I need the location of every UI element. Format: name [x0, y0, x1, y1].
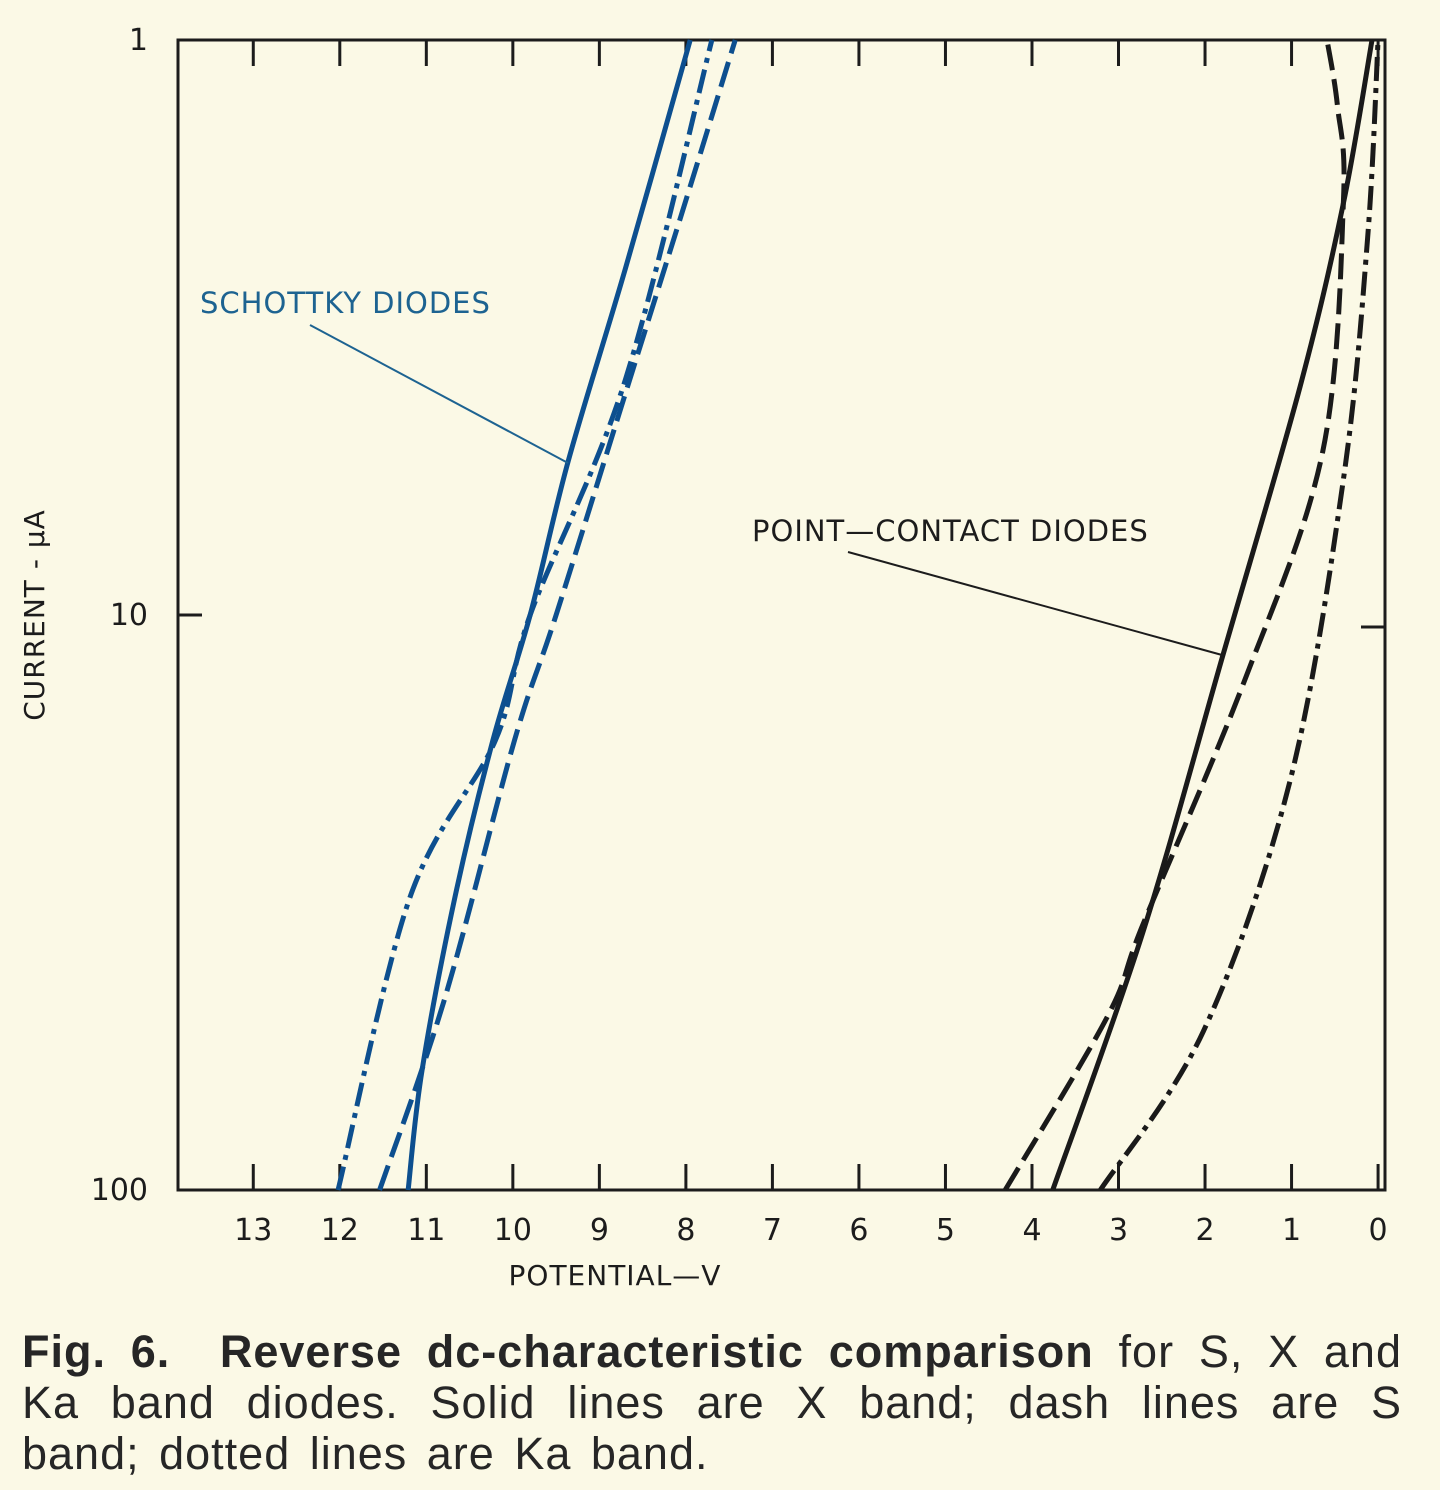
figure-caption: Fig. 6. Reverse dc-characteristic compar…: [22, 1326, 1402, 1479]
x-tick-label: 9: [590, 1213, 609, 1248]
x-tick-label: 7: [763, 1213, 782, 1248]
plot-border: [176, 38, 1387, 1192]
y-tick-label: 100: [91, 1173, 148, 1208]
schottky-dashdot-curve: [335, 39, 715, 1191]
caption-text: for S, X and Ka band diodes. Solid lines…: [22, 1326, 1402, 1479]
x-axis-label: POTENTIAL—V: [509, 1259, 722, 1292]
x-tick-label: 13: [234, 1213, 272, 1248]
point-contact-dashdot-curve: [1098, 39, 1381, 1192]
x-tick-label: 2: [1195, 1213, 1214, 1248]
schottky-label: SCHOTTKY DIODES: [200, 286, 491, 320]
x-tick-label: 12: [321, 1213, 359, 1248]
x-tick-label: 0: [1369, 1213, 1388, 1248]
x-tick-label: 1: [1282, 1213, 1301, 1248]
x-tick-label: 11: [407, 1213, 445, 1248]
y-tick-label: 10: [110, 598, 148, 633]
caption-title: Reverse dc-characteristic comparison: [219, 1326, 1094, 1377]
x-tick-label: 6: [849, 1213, 868, 1248]
annotations: SCHOTTKY DIODES POINT—CONTACT DIODES: [200, 286, 1223, 656]
caption-fig-label: Fig. 6.: [22, 1326, 171, 1377]
y-tick-label: 1: [129, 23, 148, 58]
point-contact-leader-line: [847, 551, 1223, 656]
curves: [335, 39, 1381, 1192]
x-tick-label: 10: [494, 1213, 532, 1248]
x-tick-label: 3: [1109, 1213, 1128, 1248]
y-axis-label: CURRENT - μA: [18, 509, 51, 721]
point-contact-label: POINT—CONTACT DIODES: [752, 514, 1149, 548]
x-tick-label: 8: [676, 1213, 695, 1248]
plot-frame: [176, 38, 1387, 1192]
schottky-dash-curve: [377, 39, 738, 1191]
x-tick-label: 5: [936, 1213, 955, 1248]
x-tick-label: 4: [1022, 1213, 1041, 1248]
point-contact-dash-curve: [1003, 39, 1347, 1192]
schottky-solid-curve: [405, 39, 693, 1191]
schottky-leader-line: [309, 324, 569, 464]
